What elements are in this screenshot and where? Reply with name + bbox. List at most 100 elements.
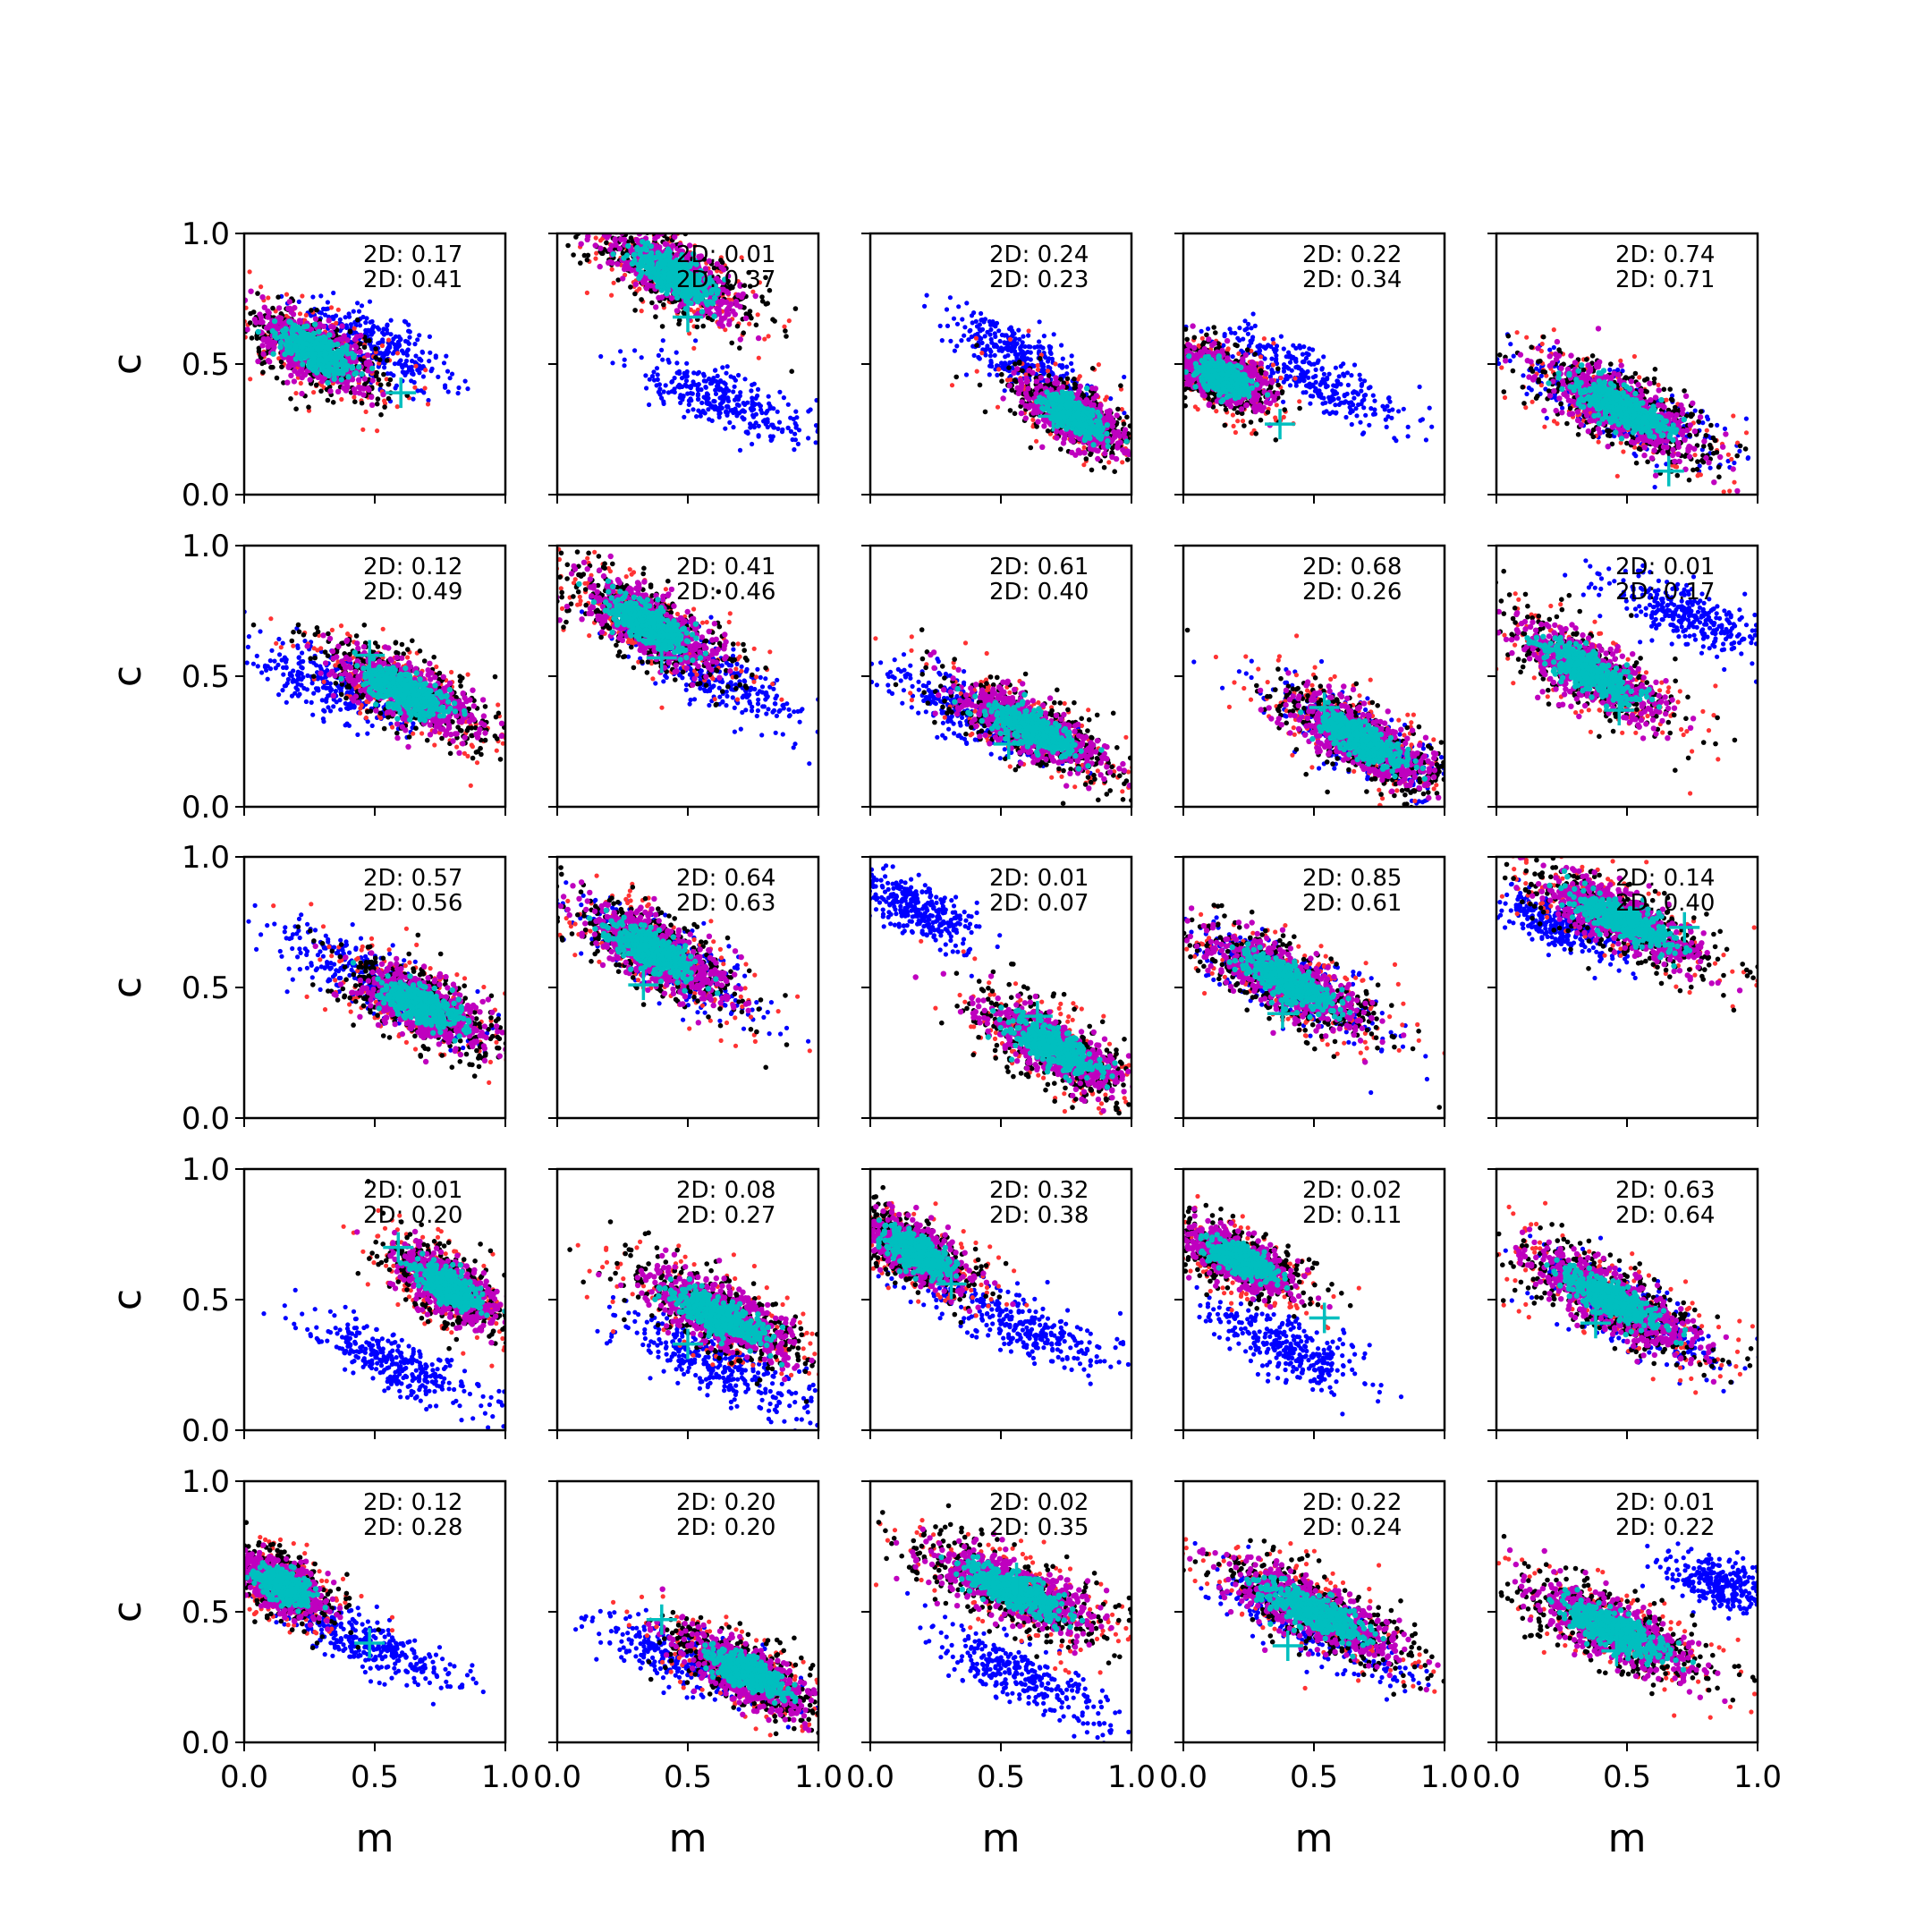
sample-b-point bbox=[721, 380, 727, 386]
sample-b-point bbox=[1040, 345, 1046, 351]
sample-b-point bbox=[427, 359, 432, 364]
outer-point bbox=[1013, 378, 1019, 385]
sample-b-point bbox=[992, 352, 997, 358]
mid-point bbox=[248, 288, 254, 294]
sample-b-point bbox=[657, 386, 663, 392]
mid-point bbox=[720, 267, 727, 273]
sample-a-point bbox=[1053, 361, 1058, 367]
sample-a-point bbox=[382, 401, 388, 406]
sample-b-point bbox=[962, 333, 967, 338]
outer-point bbox=[386, 395, 392, 402]
outer-point bbox=[1072, 386, 1078, 391]
sample-b-point bbox=[403, 362, 409, 368]
sample-b-point bbox=[622, 357, 627, 362]
sample-b-point bbox=[389, 340, 394, 345]
outer-point bbox=[1124, 414, 1130, 420]
sample-b-point bbox=[740, 415, 745, 420]
sample-b-point bbox=[1009, 348, 1014, 354]
mid-point bbox=[380, 391, 386, 398]
core-point bbox=[283, 326, 289, 332]
outer-point bbox=[999, 371, 1004, 377]
sample-b-point bbox=[1014, 355, 1020, 360]
outer-point bbox=[1046, 373, 1052, 378]
mid-point bbox=[292, 368, 298, 374]
sample-b-point bbox=[639, 355, 644, 360]
mid-point bbox=[655, 233, 661, 240]
mid-point bbox=[578, 241, 584, 247]
sample-b-point bbox=[421, 390, 427, 395]
sample-b-point bbox=[756, 423, 761, 428]
sample-a-point bbox=[591, 201, 596, 206]
sample-b-point bbox=[684, 369, 690, 375]
core-point bbox=[322, 349, 328, 355]
sample-a-point bbox=[634, 213, 639, 217]
outer-point bbox=[633, 218, 639, 224]
sample-b-point bbox=[977, 326, 982, 332]
core-point bbox=[722, 276, 728, 283]
mid-point bbox=[674, 251, 680, 258]
core-point bbox=[316, 357, 322, 363]
sample-b-point bbox=[369, 343, 374, 349]
scatter-points bbox=[538, 201, 818, 453]
outer-point bbox=[1028, 445, 1034, 451]
sample-a-point bbox=[973, 335, 979, 341]
sample-b-point bbox=[733, 406, 738, 411]
sample-b-point bbox=[691, 379, 696, 385]
outer-point bbox=[374, 369, 380, 376]
mid-point bbox=[739, 294, 745, 301]
mid-point bbox=[1061, 436, 1068, 442]
outer-point bbox=[565, 242, 571, 249]
sample-b-point bbox=[351, 309, 356, 314]
mid-point bbox=[366, 359, 372, 365]
sample-b-point bbox=[937, 323, 943, 328]
outer-point bbox=[767, 287, 773, 293]
sample-b-point bbox=[724, 370, 729, 376]
sample-b-point bbox=[951, 316, 957, 321]
sample-a-point bbox=[551, 255, 555, 259]
sample-b-point bbox=[723, 426, 728, 431]
y-tick-label: 1.0 bbox=[182, 216, 230, 252]
outer-point bbox=[1153, 453, 1158, 459]
sample-a-point bbox=[597, 209, 602, 214]
mid-point bbox=[730, 308, 736, 315]
core-point bbox=[670, 260, 676, 267]
sample-b-point bbox=[1041, 334, 1046, 339]
sample-b-point bbox=[410, 371, 415, 377]
outer-point bbox=[1017, 359, 1022, 365]
mid-point bbox=[623, 259, 629, 266]
outer-point bbox=[982, 409, 988, 415]
mid-point bbox=[1033, 390, 1039, 397]
mid-point bbox=[1113, 455, 1120, 462]
mid-point bbox=[1023, 378, 1030, 386]
sample-b-point bbox=[396, 343, 402, 348]
sample-a-point bbox=[538, 233, 542, 237]
sample-a-point bbox=[1147, 469, 1151, 473]
mid-point bbox=[317, 374, 323, 380]
sample-b-point bbox=[695, 371, 700, 377]
outer-point bbox=[639, 297, 644, 302]
mid-point bbox=[1053, 428, 1060, 435]
mid-point bbox=[1025, 386, 1031, 392]
mid-point bbox=[733, 301, 741, 309]
mid-point bbox=[258, 314, 265, 321]
core-point bbox=[294, 352, 301, 359]
sample-a-point bbox=[611, 280, 616, 285]
mid-point bbox=[339, 323, 345, 329]
sample-a-point bbox=[298, 380, 303, 386]
mid-point bbox=[720, 286, 726, 292]
sample-b-point bbox=[462, 378, 468, 384]
sample-a-point bbox=[412, 385, 418, 390]
core-point bbox=[639, 246, 645, 253]
sample-b-point bbox=[724, 395, 729, 401]
core-point bbox=[274, 335, 280, 341]
sample-b-point bbox=[750, 395, 755, 401]
core-point bbox=[696, 281, 703, 287]
outer-point bbox=[347, 328, 353, 335]
sample-b-point bbox=[736, 394, 741, 400]
sample-b-point bbox=[1048, 344, 1054, 350]
outer-point bbox=[214, 277, 219, 283]
outer-point bbox=[238, 320, 243, 326]
sample-a-point bbox=[786, 318, 792, 324]
sample-b-point bbox=[712, 399, 717, 404]
